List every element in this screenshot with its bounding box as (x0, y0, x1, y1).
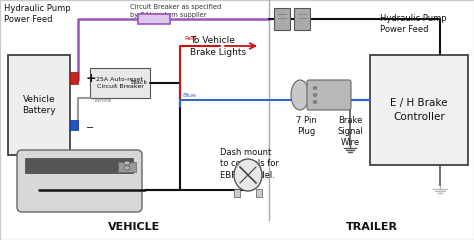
Text: 25A Auto-reset
Circuit Breaker: 25A Auto-reset Circuit Breaker (96, 77, 144, 89)
Ellipse shape (313, 86, 317, 90)
Bar (70, 120, 78, 130)
Text: Hydraulic Pump
Power Feed: Hydraulic Pump Power Feed (380, 14, 447, 34)
Text: Red: Red (184, 36, 196, 42)
Bar (138, 14, 170, 24)
Bar (70, 72, 78, 84)
Ellipse shape (124, 161, 130, 165)
Ellipse shape (124, 166, 130, 170)
Bar (8, 55, 70, 155)
Text: TRAILER: TRAILER (346, 222, 397, 232)
Bar (25, 158, 133, 173)
Text: Blue: Blue (182, 93, 196, 98)
Bar (294, 8, 310, 30)
Text: Brake
Signal
Wire: Brake Signal Wire (337, 116, 363, 147)
Text: To Vehicle
Brake Lights: To Vehicle Brake Lights (190, 36, 246, 57)
Bar (256, 189, 262, 197)
Ellipse shape (234, 159, 262, 191)
Bar (234, 189, 240, 197)
Text: White: White (94, 97, 112, 102)
FancyBboxPatch shape (17, 150, 142, 212)
Text: Dash mount
to controls for
EBRH model.: Dash mount to controls for EBRH model. (220, 148, 279, 180)
Text: E / H Brake
Controller: E / H Brake Controller (390, 98, 448, 122)
Text: −: − (86, 123, 94, 133)
Text: Black: Black (131, 80, 148, 85)
Text: Circuit Breaker as specified
by E/H system supplier: Circuit Breaker as specified by E/H syst… (130, 4, 221, 18)
Text: Ground: Ground (23, 185, 55, 194)
Text: Hydraulic Pump
Power Feed: Hydraulic Pump Power Feed (4, 4, 71, 24)
Bar (118, 162, 136, 172)
FancyBboxPatch shape (307, 80, 351, 110)
Text: +: + (86, 72, 97, 85)
Bar (370, 55, 468, 165)
Bar (90, 68, 150, 98)
Text: Vehicle
Battery: Vehicle Battery (22, 95, 56, 115)
Text: 7 Pin
Plug: 7 Pin Plug (296, 116, 316, 136)
Text: VEHICLE: VEHICLE (108, 222, 161, 232)
Bar (274, 8, 290, 30)
Ellipse shape (313, 94, 317, 96)
Ellipse shape (313, 101, 317, 103)
Ellipse shape (291, 80, 309, 110)
